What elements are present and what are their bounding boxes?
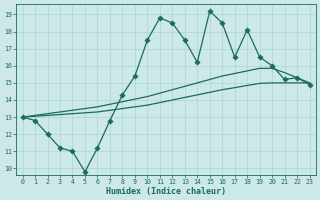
X-axis label: Humidex (Indice chaleur): Humidex (Indice chaleur) — [106, 187, 226, 196]
